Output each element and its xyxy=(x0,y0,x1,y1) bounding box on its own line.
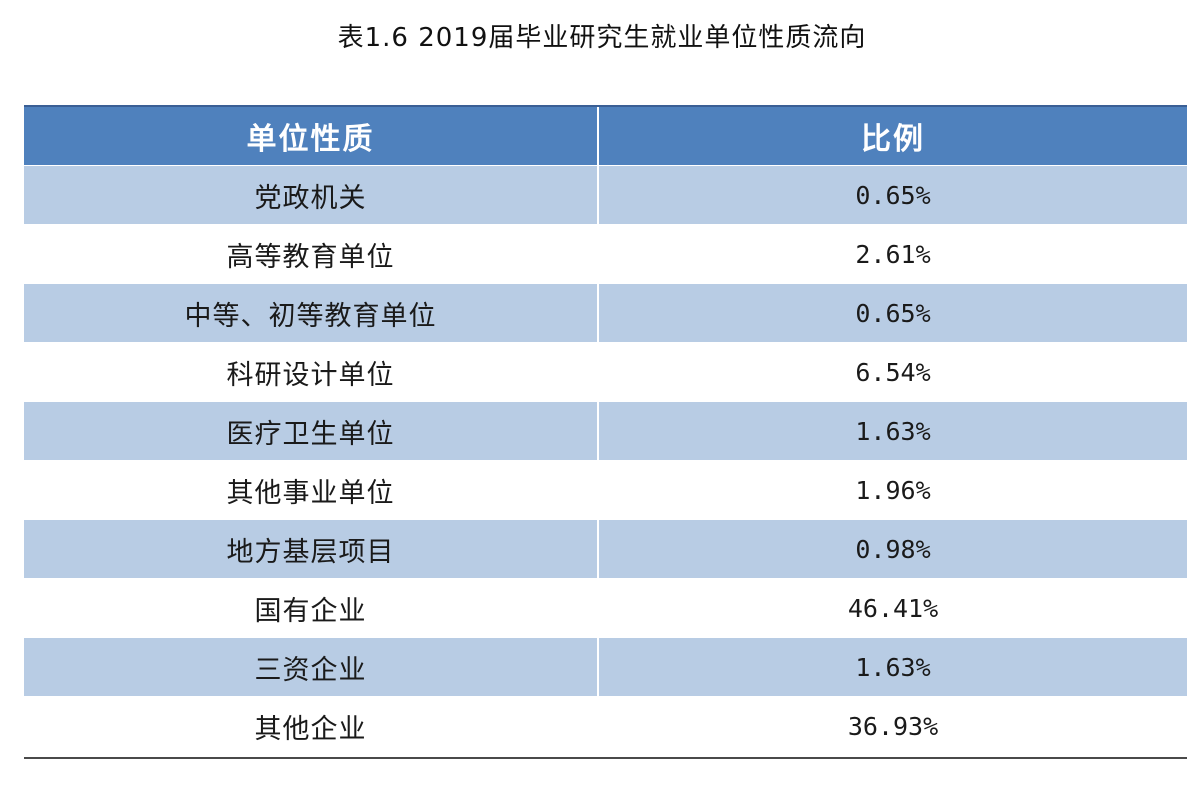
unit-type-cell: 党政机关 xyxy=(24,165,598,225)
unit-type-cell: 地方基层项目 xyxy=(24,519,598,579)
table-top-rule xyxy=(24,105,1187,107)
table-header: 单位性质 比例 xyxy=(24,107,1187,166)
unit-type-cell: 医疗卫生单位 xyxy=(24,401,598,461)
header-row: 单位性质 比例 xyxy=(24,107,1187,166)
table-row: 国有企业 46.41% xyxy=(24,578,1187,638)
ratio-cell: 0.98% xyxy=(597,519,1187,579)
table-row: 中等、初等教育单位 0.65% xyxy=(24,283,1187,343)
header-unit-type: 单位性质 xyxy=(24,107,598,166)
unit-type-cell: 高等教育单位 xyxy=(24,224,598,284)
table-bottom-rule xyxy=(24,757,1187,759)
ratio-cell: 0.65% xyxy=(597,283,1187,343)
unit-type-cell: 国有企业 xyxy=(24,578,598,638)
table-row: 党政机关 0.65% xyxy=(24,165,1187,225)
ratio-cell: 1.96% xyxy=(597,460,1187,520)
ratio-cell: 1.63% xyxy=(597,637,1187,697)
ratio-cell: 36.93% xyxy=(597,696,1187,755)
table-row: 医疗卫生单位 1.63% xyxy=(24,401,1187,461)
header-ratio: 比例 xyxy=(597,107,1187,166)
ratio-cell: 2.61% xyxy=(597,224,1187,284)
employment-unit-table: 单位性质 比例 党政机关 0.65% 高等教育单位 2.61% 中等、初等教育单… xyxy=(24,107,1187,755)
table-row: 其他企业 36.93% xyxy=(24,696,1187,755)
table-row: 高等教育单位 2.61% xyxy=(24,224,1187,284)
table-row: 三资企业 1.63% xyxy=(24,637,1187,697)
unit-type-cell: 其他企业 xyxy=(24,696,598,755)
table-row: 科研设计单位 6.54% xyxy=(24,342,1187,402)
table-caption: 表1.6 2019届毕业研究生就业单位性质流向 xyxy=(337,23,867,53)
table-row: 其他事业单位 1.96% xyxy=(24,460,1187,520)
ratio-cell: 6.54% xyxy=(597,342,1187,402)
unit-type-cell: 其他事业单位 xyxy=(24,460,598,520)
ratio-cell: 1.63% xyxy=(597,401,1187,461)
unit-type-cell: 三资企业 xyxy=(24,637,598,697)
table-body: 党政机关 0.65% 高等教育单位 2.61% 中等、初等教育单位 0.65% … xyxy=(24,165,1187,755)
ratio-cell: 0.65% xyxy=(597,165,1187,225)
ratio-cell: 46.41% xyxy=(597,578,1187,638)
unit-type-cell: 科研设计单位 xyxy=(24,342,598,402)
unit-type-cell: 中等、初等教育单位 xyxy=(24,283,598,343)
table-row: 地方基层项目 0.98% xyxy=(24,519,1187,579)
